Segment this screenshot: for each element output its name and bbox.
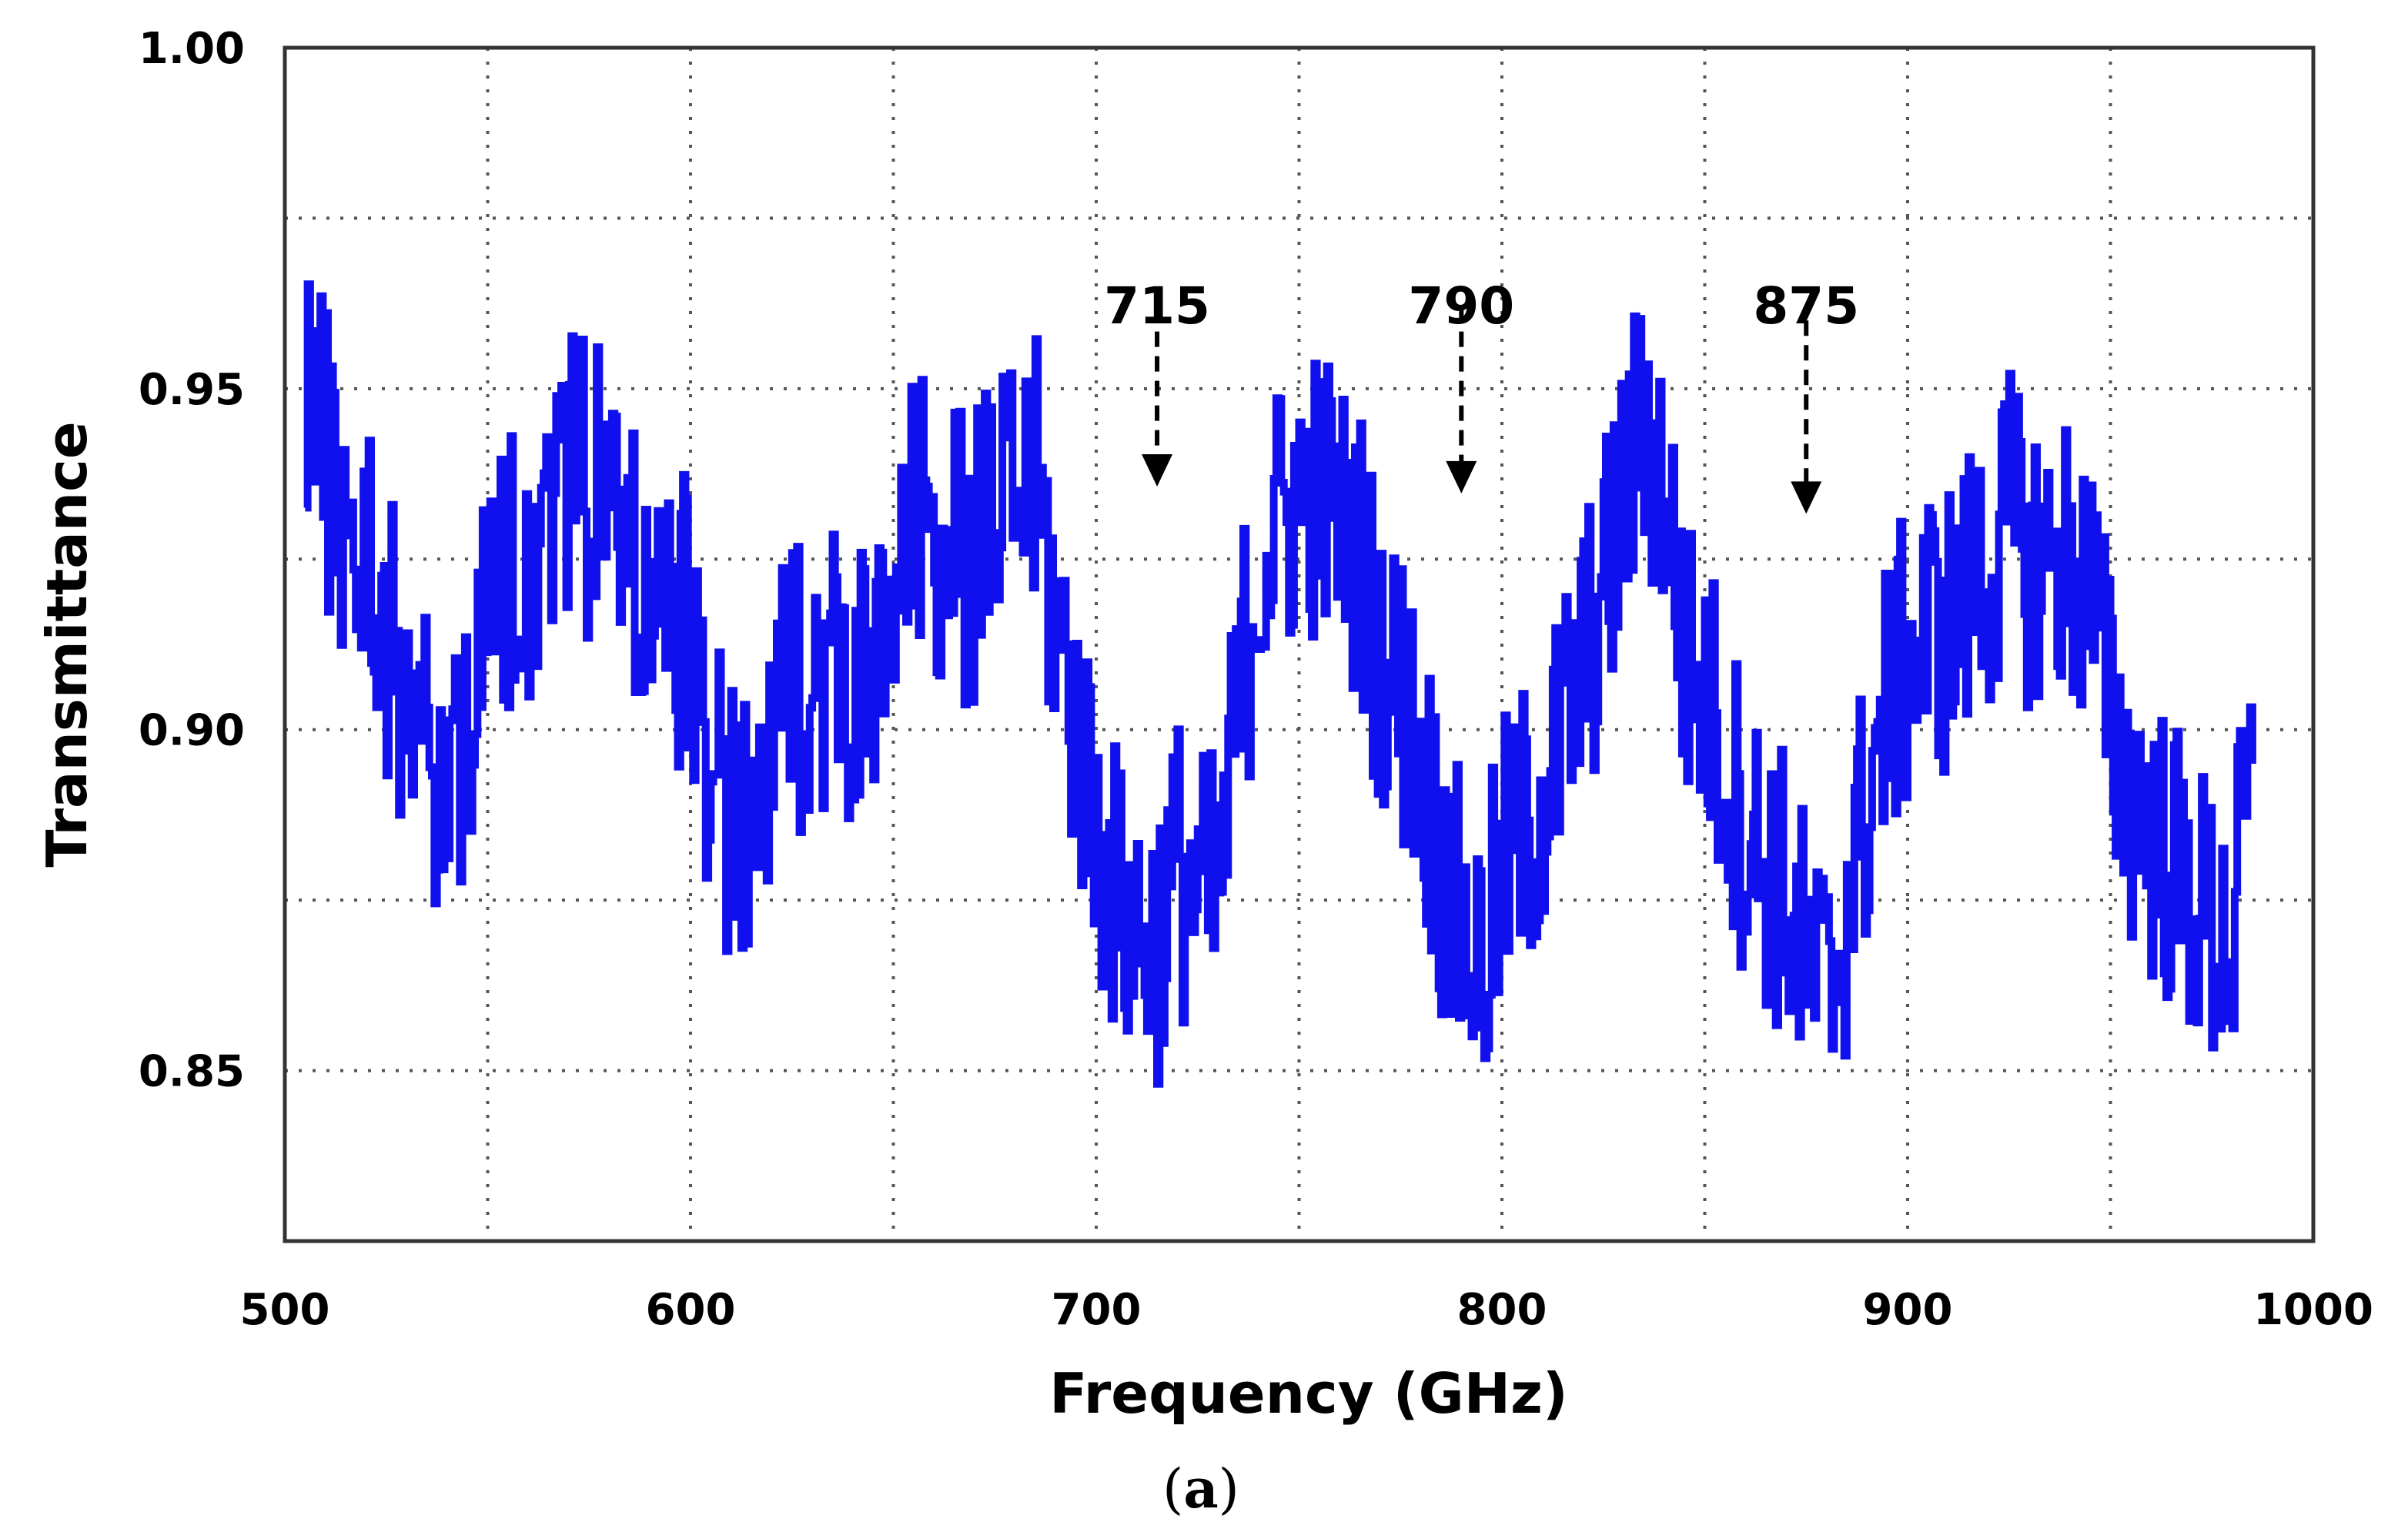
- x-tick-label: 800: [1457, 1285, 1547, 1335]
- peak-arrow-head: [1446, 460, 1477, 493]
- x-tick-label: 900: [1863, 1285, 1953, 1335]
- peak-arrow-head: [1142, 454, 1173, 487]
- x-axis-title: Frequency (GHz): [1049, 1361, 1568, 1426]
- grid-lines: [285, 48, 2313, 1241]
- y-tick-label: 0.90: [139, 706, 245, 756]
- x-tick-label: 700: [1052, 1285, 1142, 1335]
- caption-open-paren: (: [1162, 1457, 1183, 1521]
- y-tick-label: 0.85: [139, 1047, 245, 1097]
- series-layer: [303, 280, 2256, 1088]
- caption-close-paren: ): [1219, 1457, 1239, 1521]
- peak-annotation-label: 790: [1408, 276, 1514, 336]
- y-tick-label: 1.00: [139, 24, 245, 74]
- y-tick-label: 0.95: [139, 365, 245, 415]
- transmittance-series-line: [303, 280, 2256, 1088]
- x-tick-label: 500: [240, 1285, 330, 1335]
- x-tick-label: 1000: [2253, 1285, 2373, 1335]
- figure-caption: (a): [1162, 1457, 1239, 1521]
- x-tick-label: 600: [646, 1285, 736, 1335]
- annotation-layer: 715 790 875: [1104, 276, 1859, 514]
- y-axis-title: Transmittance: [35, 421, 99, 867]
- caption-letter: a: [1183, 1457, 1218, 1521]
- peak-annotation-label: 715: [1104, 276, 1210, 336]
- peak-arrow-head: [1791, 481, 1822, 514]
- x-tick-labels: 500 600 700 800 900 1000: [240, 1285, 2373, 1335]
- y-tick-labels: 0.85 0.90 0.95 1.00: [139, 24, 245, 1097]
- plot-frame: [283, 45, 2316, 1243]
